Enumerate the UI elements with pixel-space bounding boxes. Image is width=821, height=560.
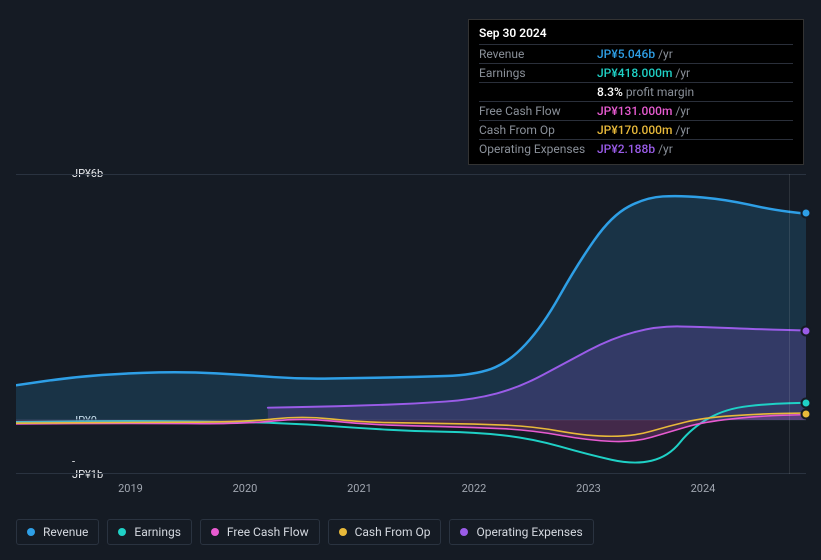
tooltip-suffix: /yr: [658, 47, 673, 61]
tooltip-row: RevenueJP¥5.046b/yr: [479, 44, 793, 63]
tooltip-rows: RevenueJP¥5.046b/yrEarningsJP¥418.000m/y…: [479, 44, 793, 158]
legend-dot-icon: [460, 528, 468, 536]
x-axis-label: 2022: [462, 482, 487, 495]
x-axis-label: 2019: [118, 482, 143, 495]
tooltip-value: JP¥131.000m: [597, 104, 672, 118]
series-end-dot: [803, 327, 810, 334]
series-end-dot: [803, 410, 810, 417]
tooltip-suffix: profit margin: [626, 85, 694, 99]
x-axis-label: 2024: [691, 482, 716, 495]
tooltip-row: EarningsJP¥418.000m/yr: [479, 63, 793, 82]
tooltip-date: Sep 30 2024: [479, 26, 793, 44]
tooltip-label: Revenue: [479, 47, 597, 61]
tooltip-value: 8.3%: [597, 85, 623, 99]
tooltip-label: Cash From Op: [479, 123, 597, 137]
legend-dot-icon: [118, 528, 126, 536]
tooltip-row: 8.3%profit margin: [479, 82, 793, 101]
tooltip-label: Operating Expenses: [479, 142, 597, 156]
tooltip-value: JP¥170.000m: [597, 123, 672, 137]
x-axis-label: 2021: [347, 482, 372, 495]
legend-item[interactable]: Operating Expenses: [449, 519, 593, 545]
tooltip-value: JP¥2.188b: [597, 142, 655, 156]
legend-item[interactable]: Free Cash Flow: [200, 519, 320, 545]
legend-item[interactable]: Earnings: [107, 519, 192, 545]
legend-label: Operating Expenses: [476, 525, 582, 539]
legend-item[interactable]: Revenue: [16, 519, 99, 545]
legend-label: Cash From Op: [355, 525, 431, 539]
legend-label: Free Cash Flow: [227, 525, 309, 539]
tooltip-label: Free Cash Flow: [479, 104, 597, 118]
tooltip-suffix: /yr: [658, 142, 673, 156]
chart-area[interactable]: JP¥6bJP¥0-JP¥1b 201920202021202220232024: [16, 160, 806, 480]
chart-tooltip: Sep 30 2024 RevenueJP¥5.046b/yrEarningsJ…: [468, 19, 804, 165]
tooltip-value: JP¥5.046b: [597, 47, 655, 61]
legend-dot-icon: [27, 528, 35, 536]
tooltip-value: JP¥418.000m: [597, 66, 672, 80]
series-end-dot: [803, 210, 810, 217]
tooltip-suffix: /yr: [675, 123, 690, 137]
legend: Revenue Earnings Free Cash Flow Cash From O…: [16, 519, 594, 545]
tooltip-row: Operating ExpensesJP¥2.188b/yr: [479, 139, 793, 158]
chart-svg: [16, 174, 806, 474]
tooltip-label: Earnings: [479, 66, 597, 80]
legend-dot-icon: [211, 528, 219, 536]
legend-label: Revenue: [43, 525, 88, 539]
series-end-dot: [803, 400, 810, 407]
x-axis-label: 2020: [233, 482, 258, 495]
cursor-line: [789, 174, 790, 474]
tooltip-row: Cash From OpJP¥170.000m/yr: [479, 120, 793, 139]
tooltip-suffix: /yr: [675, 104, 690, 118]
tooltip-suffix: /yr: [675, 66, 690, 80]
tooltip-row: Free Cash FlowJP¥131.000m/yr: [479, 101, 793, 120]
legend-label: Earnings: [134, 525, 181, 539]
x-axis-label: 2023: [576, 482, 601, 495]
legend-item[interactable]: Cash From Op: [328, 519, 442, 545]
tooltip-label: [479, 85, 597, 99]
legend-dot-icon: [339, 528, 347, 536]
